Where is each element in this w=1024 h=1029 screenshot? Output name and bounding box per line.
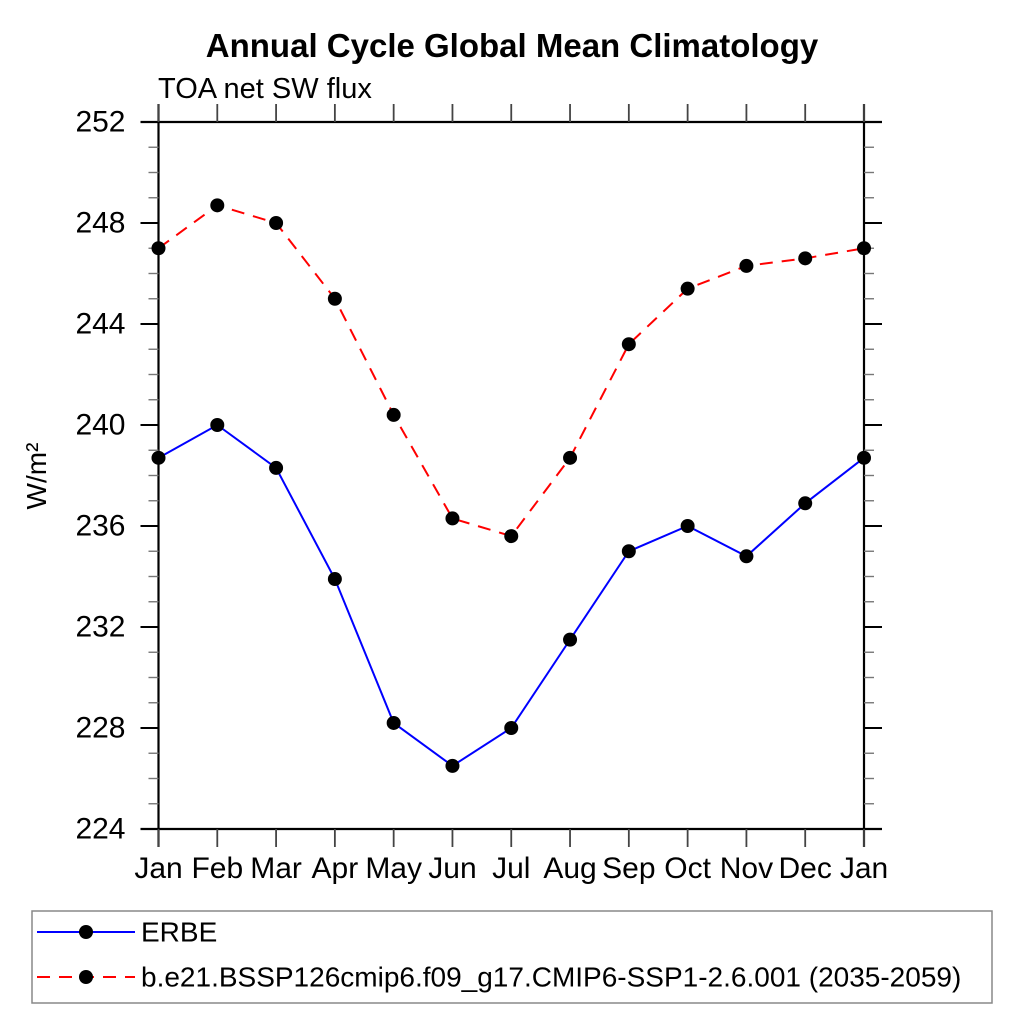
data-point-marker (798, 251, 813, 266)
legend-label-erbe: ERBE (141, 917, 217, 948)
x-tick-label: Jan (840, 852, 888, 885)
x-tick-label: Oct (664, 852, 711, 885)
data-point-marker (504, 721, 519, 735)
data-point-marker (269, 216, 284, 230)
data-point-marker (739, 549, 754, 564)
y-tick-label: 248 (75, 207, 125, 240)
x-tick-label: Dec (779, 852, 832, 885)
data-point-marker (269, 460, 284, 475)
data-point-marker (210, 418, 225, 432)
data-point-marker (445, 511, 460, 526)
data-point-marker (621, 544, 636, 559)
legend-label-model: b.e21.BSSP126cmip6.f09_g17.CMIP6-SSP1-2.… (141, 962, 961, 993)
data-point-marker (504, 529, 519, 544)
x-tick-label: Aug (543, 852, 596, 885)
legend-entry-erbe: ERBE (37, 917, 217, 948)
data-point-marker (857, 241, 871, 256)
x-tick-label: Jul (492, 852, 530, 885)
data-point-marker (386, 715, 401, 730)
y-tick-label: 240 (75, 409, 125, 442)
legend-marker-circle-icon (79, 970, 93, 984)
y-tick-label: 228 (75, 712, 125, 745)
data-point-marker (445, 758, 460, 773)
chart-subtitle: TOA net SW flux (158, 73, 372, 105)
y-tick-label: 224 (75, 813, 125, 846)
y-tick-label: 232 (75, 611, 125, 644)
legend-entry-model: b.e21.BSSP126cmip6.f09_g17.CMIP6-SSP1-2.… (37, 962, 961, 993)
data-point-marker (386, 407, 401, 422)
y-tick-label: 236 (75, 510, 125, 543)
x-tick-label: May (365, 852, 422, 885)
series-group (151, 198, 871, 773)
x-tick-label: Mar (250, 852, 302, 885)
chart-title: Annual Cycle Global Mean Climatology (206, 27, 819, 64)
data-point-marker (327, 572, 342, 587)
legend-marker-circle-icon (79, 925, 93, 939)
data-point-marker (739, 258, 754, 273)
data-point-marker (857, 450, 871, 465)
data-point-marker (680, 519, 695, 533)
data-point-marker (798, 496, 813, 511)
data-point-marker (151, 241, 166, 256)
x-tick-label: Nov (720, 852, 773, 885)
legend: ERBE b.e21.BSSP126cmip6.f09_g17.CMIP6-SS… (31, 910, 993, 1004)
data-point-marker (210, 198, 225, 213)
data-point-marker (621, 337, 636, 352)
x-tick-label: Feb (191, 852, 243, 885)
data-point-marker (680, 281, 695, 296)
x-tick-label: Jan (134, 852, 182, 885)
data-point-marker (563, 632, 578, 647)
x-tick-label: Sep (602, 852, 655, 885)
series-line-erbe (158, 423, 865, 768)
series-line-model (157, 204, 865, 538)
x-tick-label: Jun (428, 852, 476, 885)
x-tick-label: Apr (312, 852, 359, 885)
data-point-marker (563, 450, 578, 465)
y-tick-label: 252 (75, 106, 125, 139)
y-tick-label: 244 (75, 308, 125, 341)
y-axis-label: W/m² (21, 443, 52, 510)
data-point-marker (327, 291, 342, 306)
data-point-marker (151, 450, 166, 465)
legend-box (31, 910, 993, 1004)
